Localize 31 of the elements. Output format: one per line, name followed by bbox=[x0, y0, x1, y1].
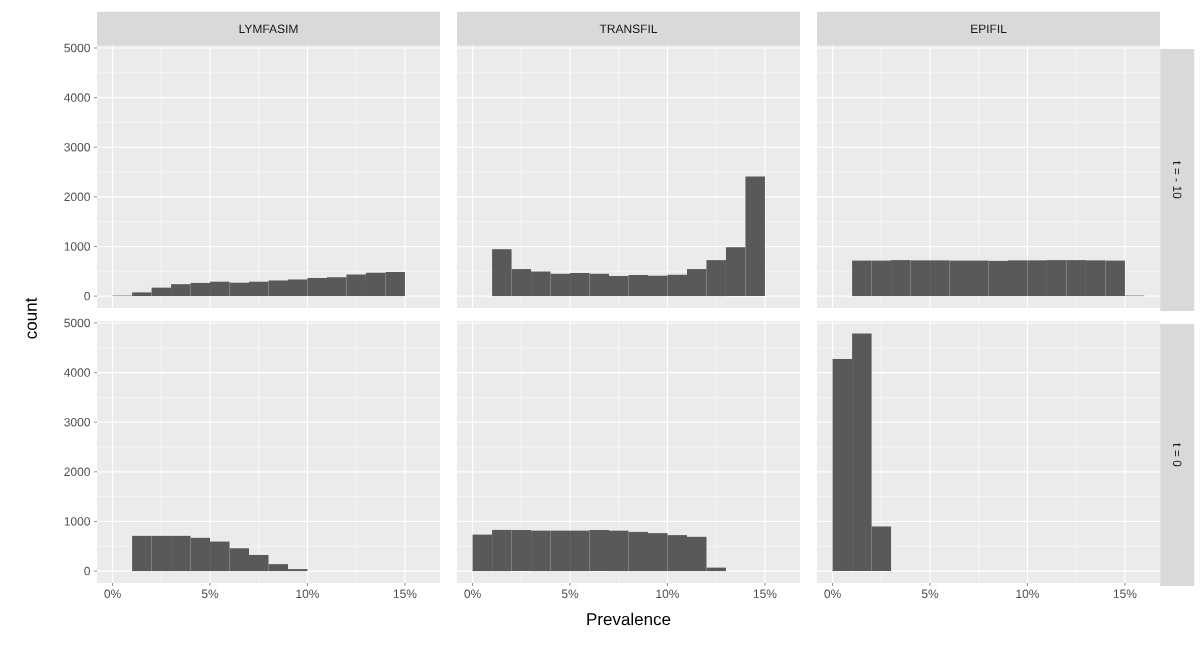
chart-title: EPIFIL bbox=[971, 24, 1007, 33]
x-tick-label: 5% bbox=[921, 589, 939, 598]
y-axis-title: count bbox=[25, 297, 37, 339]
y-tick-label: 4000 bbox=[64, 93, 91, 102]
y-tick-label: 1000 bbox=[64, 517, 91, 526]
y-tick-label: 2000 bbox=[64, 467, 91, 477]
x-tick-label: 15% bbox=[393, 589, 417, 598]
x-tick-label: 15% bbox=[1113, 589, 1137, 598]
y2-axis-title: t = - 10 bbox=[1172, 161, 1182, 199]
x-tick-label: 10% bbox=[296, 589, 320, 599]
x-tick-label: 0% bbox=[464, 589, 481, 599]
y-tick-label: 3000 bbox=[64, 142, 91, 152]
y-tick-label: 2000 bbox=[64, 192, 91, 202]
chart-title: LYMFASIM bbox=[239, 24, 298, 34]
x-tick-label: 15% bbox=[753, 589, 777, 598]
y-tick-label: 4000 bbox=[64, 368, 91, 377]
y-tick-label: 3000 bbox=[64, 417, 91, 427]
y-tick-label: 5000 bbox=[64, 318, 91, 328]
y-tick-label: 1000 bbox=[64, 242, 91, 251]
y-tick-label: 0 bbox=[84, 291, 91, 301]
x-tick-label: 10% bbox=[656, 589, 680, 599]
x-tick-label: 5% bbox=[561, 589, 579, 598]
x-tick-label: 5% bbox=[201, 589, 219, 598]
y-tick-label: 5000 bbox=[64, 43, 91, 53]
x-tick-label: 0% bbox=[104, 589, 121, 599]
x-tick-label: 10% bbox=[1016, 589, 1040, 599]
y2-axis-title: t = 0 bbox=[1172, 443, 1182, 467]
x-tick-label: 0% bbox=[824, 589, 841, 599]
chart-title: TRANSFIL bbox=[599, 24, 658, 34]
x-axis-title: Prevalence bbox=[587, 612, 671, 626]
y-tick-label: 0 bbox=[84, 566, 91, 576]
